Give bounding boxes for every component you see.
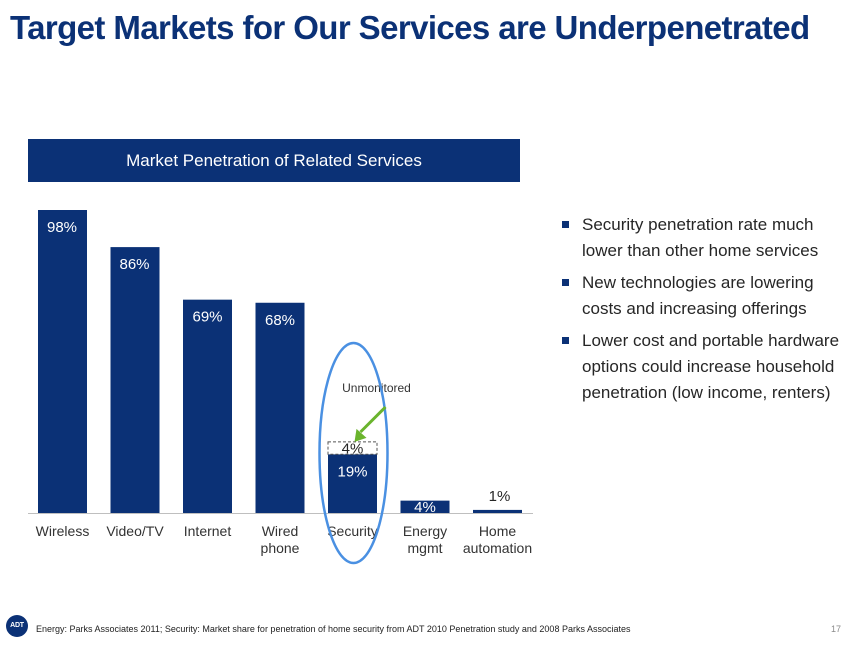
bullet-text: New technologies are lowering costs and … [582, 273, 814, 318]
data-label: 86% [120, 256, 150, 273]
unmonitored-segment [327, 441, 378, 455]
data-label: 69% [192, 309, 222, 326]
category-label: automation [463, 540, 532, 556]
source-footnote: Energy: Parks Associates 2011; Security:… [36, 624, 631, 634]
data-label: 98% [47, 219, 77, 236]
bar [38, 210, 87, 513]
category-label: Wireless [36, 523, 90, 539]
square-bullet-icon [562, 221, 569, 228]
bullet-text: Lower cost and portable hardware options… [582, 331, 840, 402]
data-label: 4% [414, 499, 436, 516]
category-label: Wired [262, 523, 299, 539]
category-label: Internet [184, 523, 232, 539]
chart-title: Market Penetration of Related Services [28, 139, 520, 182]
page-number: 17 [830, 624, 841, 634]
unmonitored-annotation: Unmonitored [342, 381, 411, 395]
bullet-item: Lower cost and portable hardware options… [560, 328, 852, 406]
category-label: Energy [403, 523, 447, 539]
square-bullet-icon [562, 337, 569, 344]
data-label: 1% [489, 488, 511, 505]
bar-chart: 98% Wireless 86% Video/TV 69% Internet 68% Wire… [28, 210, 533, 565]
bar [473, 509, 522, 513]
bar [400, 500, 450, 513]
slide-title: Target Markets for Our Services are Unde… [10, 9, 810, 46]
category-label: Home [479, 523, 517, 539]
highlight-circle [318, 341, 389, 565]
bar [328, 454, 377, 513]
bullet-item: New technologies are lowering costs and … [560, 270, 852, 322]
category-label: phone [261, 540, 300, 556]
arrow-head-icon [354, 428, 367, 442]
bullet-item: Security penetration rate much lower tha… [560, 212, 852, 264]
unmonitored-label: 4% [342, 440, 364, 457]
bar [110, 247, 160, 513]
adt-logo: ADT [6, 615, 28, 637]
bullet-text: Security penetration rate much lower tha… [582, 215, 819, 260]
category-label: Security [327, 523, 378, 539]
bullet-list: Security penetration rate much lower tha… [560, 212, 852, 412]
square-bullet-icon [562, 279, 569, 286]
category-label: Video/TV [106, 523, 164, 539]
arrow-shaft [359, 405, 387, 434]
bar [255, 302, 305, 513]
data-label: 19% [337, 463, 367, 480]
bar [183, 299, 232, 513]
category-label: mgmt [408, 540, 443, 556]
data-label: 68% [265, 312, 295, 329]
